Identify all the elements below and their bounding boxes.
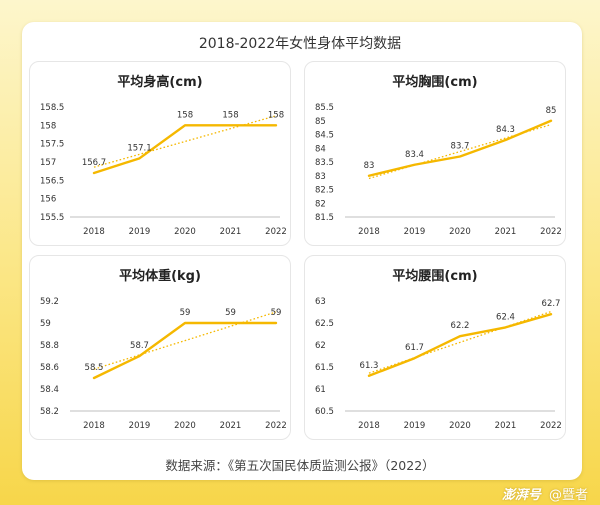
weight-data-label: 59 — [180, 308, 191, 318]
height-data-label: 156.7 — [82, 158, 106, 168]
waist-xtick-label: 2018 — [358, 421, 380, 431]
chart-svg-waist: 60.5 61 61.5 62 62.5 63 2018 2019 2020 2021 2022 61… — [315, 297, 562, 431]
bust-xtick-label: 2021 — [495, 227, 517, 237]
height-data-label: 158 — [268, 110, 284, 120]
bust-ytick-label: 82.5 — [315, 186, 334, 196]
weight-data-label: 59 — [271, 308, 282, 318]
height-ytick-label: 155.5 — [40, 213, 64, 223]
chart-svg-bust: 81.5 82 82.5 83 83.5 84 84.5 85 85.5 2018 2019 2020… — [315, 103, 562, 237]
bust-series-line — [367, 119, 553, 177]
bust-data-label: 85 — [546, 106, 557, 116]
footer-credit: 澎湃号 @暨者 — [502, 484, 588, 503]
height-xtick-label: 2020 — [174, 227, 196, 237]
waist-xtick-label: 2019 — [404, 421, 426, 431]
height-xtick-label: 2021 — [220, 227, 242, 237]
height-ytick-label: 157 — [40, 158, 56, 168]
bust-ytick-label: 81.5 — [315, 213, 334, 223]
height-xtick-label: 2018 — [83, 227, 105, 237]
chart-title-waist: 平均腰围(cm) — [392, 269, 478, 284]
bust-ytick-label: 82 — [315, 199, 326, 209]
height-series-line — [92, 124, 278, 175]
height-xtick-label: 2022 — [265, 227, 287, 237]
chart-panel-height: 平均身高(cm) 155.5 156 156.5 157 157.5 158 158.5 20… — [29, 61, 291, 246]
waist-ytick-label: 61 — [315, 385, 326, 395]
height-data-label: 158 — [177, 110, 193, 120]
weight-ytick-label: 58.6 — [40, 363, 59, 373]
waist-ytick-label: 63 — [315, 297, 326, 307]
weight-trendline — [93, 311, 277, 370]
waist-data-label: 61.7 — [405, 343, 424, 353]
height-data-label: 158 — [222, 110, 238, 120]
waist-ytick-label: 62.5 — [315, 319, 334, 329]
chart-title-bust: 平均胸围(cm) — [392, 75, 478, 90]
bust-ytick-label: 84.5 — [315, 131, 334, 141]
bust-xtick-label: 2020 — [449, 227, 471, 237]
bust-xtick-label: 2022 — [540, 227, 562, 237]
bust-ytick-label: 83.5 — [315, 158, 334, 168]
chart-title-weight: 平均体重(kg) — [119, 269, 201, 284]
chart-title-height: 平均身高(cm) — [117, 75, 203, 90]
bust-ytick-label: 83 — [315, 172, 326, 182]
weight-xtick-label: 2022 — [265, 421, 287, 431]
height-ytick-label: 156 — [40, 195, 56, 205]
author-handle: @暨者 — [548, 488, 588, 503]
waist-data-label: 61.3 — [360, 361, 379, 371]
weight-ytick-label: 58.8 — [40, 341, 59, 351]
height-ytick-label: 157.5 — [40, 140, 64, 150]
weight-xtick-label: 2019 — [129, 421, 151, 431]
bust-ytick-label: 85.5 — [315, 103, 334, 113]
publisher-logo: 澎湃号 — [501, 488, 541, 503]
weight-data-label: 58.5 — [85, 363, 104, 373]
waist-ytick-label: 60.5 — [315, 407, 334, 417]
bust-ytick-label: 84 — [315, 144, 326, 154]
bust-data-label: 83 — [364, 161, 375, 171]
bust-data-label: 83.4 — [405, 150, 424, 160]
bust-data-label: 83.7 — [451, 142, 470, 152]
waist-xtick-label: 2020 — [449, 421, 471, 431]
chart-svg-height: 155.5 156 156.5 157 157.5 158 158.5 2018 2019 202… — [40, 103, 287, 237]
waist-xtick-label: 2022 — [540, 421, 562, 431]
weight-xtick-label: 2018 — [83, 421, 105, 431]
chart-panel-weight: 平均体重(kg) 58.2 58.4 58.6 58.8 59 59.2 2018 2019 2… — [29, 255, 291, 440]
height-xtick-label: 2019 — [129, 227, 151, 237]
weight-ytick-label: 58.2 — [40, 407, 59, 417]
waist-ytick-label: 62 — [315, 341, 326, 351]
chart-svg-weight: 58.2 58.4 58.6 58.8 59 59.2 2018 2019 2020 2021 20… — [40, 297, 287, 431]
data-source-note: 数据来源：《第五次国民体质监测公报》（2022） — [165, 458, 435, 473]
waist-data-label: 62.7 — [542, 299, 561, 309]
bust-data-label: 84.3 — [496, 125, 515, 135]
bust-xtick-label: 2018 — [358, 227, 380, 237]
page-title: 2018-2022年女性身体平均数据 — [198, 36, 402, 52]
weight-xtick-label: 2020 — [174, 421, 196, 431]
waist-series-line — [367, 313, 553, 378]
waist-ytick-label: 61.5 — [315, 363, 334, 373]
weight-xtick-label: 2021 — [220, 421, 242, 431]
height-trendline — [93, 115, 277, 168]
height-data-label: 157.1 — [127, 143, 151, 153]
height-ytick-label: 158.5 — [40, 103, 64, 113]
chart-panel-bust: 平均胸围(cm) 81.5 82 82.5 83 83.5 84 84.5 85 85.5 201… — [304, 61, 566, 246]
waist-data-label: 62.2 — [451, 321, 470, 331]
weight-series-line — [92, 321, 278, 380]
bust-ytick-label: 85 — [315, 117, 326, 127]
weight-ytick-label: 59 — [40, 319, 51, 329]
waist-data-label: 62.4 — [496, 312, 515, 322]
chart-panel-waist: 平均腰围(cm) 60.5 61 61.5 62 62.5 63 2018 2019 2020 2… — [304, 255, 566, 440]
weight-ytick-label: 58.4 — [40, 385, 59, 395]
bust-xtick-label: 2019 — [404, 227, 426, 237]
weight-ytick-label: 59.2 — [40, 297, 59, 307]
waist-xtick-label: 2021 — [495, 421, 517, 431]
height-ytick-label: 156.5 — [40, 176, 64, 186]
weight-data-label: 59 — [225, 308, 236, 318]
height-ytick-label: 158 — [40, 121, 56, 131]
weight-data-label: 58.7 — [130, 341, 149, 351]
